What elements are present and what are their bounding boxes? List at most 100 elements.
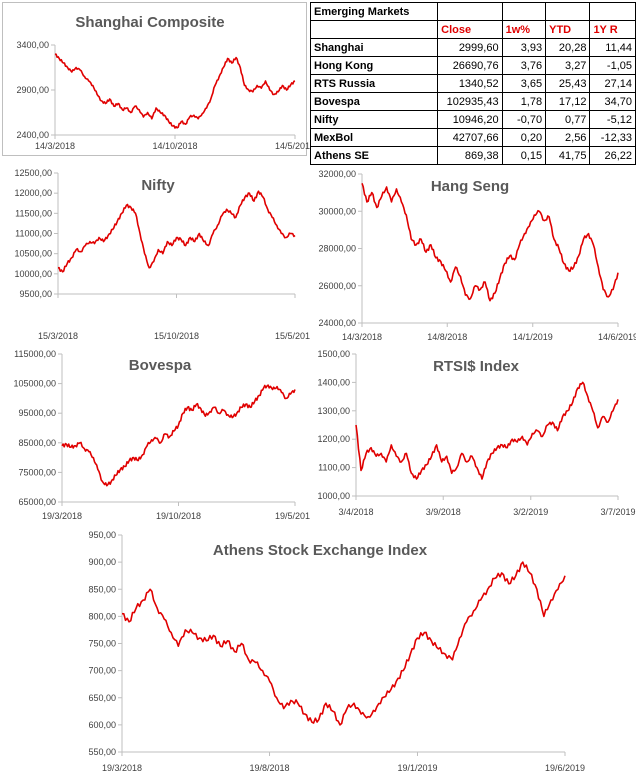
y-tick-label: 800,00 [88, 611, 116, 621]
row-ytd: 2,56 [545, 128, 591, 147]
shanghai-chart: Shanghai Composite3400,002900,002400,001… [16, 14, 310, 151]
y-tick-label: 650,00 [88, 693, 116, 703]
table-row: Hong Kong 26690,76 3,76 3,27 -1,05 [309, 56, 636, 75]
row-name: MexBol [309, 128, 439, 147]
x-tick-label: 14/3/2018 [35, 141, 75, 151]
x-tick-label: 14/3/2018 [342, 332, 382, 342]
x-tick-label: 14/10/2018 [152, 141, 197, 151]
row-close: 102935,43 [437, 92, 503, 111]
y-tick-label: 28000,00 [318, 244, 356, 254]
shanghai-title: Shanghai Composite [75, 14, 224, 31]
shanghai-chart-frame [2, 2, 307, 156]
athens-title: Athens Stock Exchange Index [213, 542, 428, 559]
x-tick-label: 3/2/2019 [513, 507, 548, 517]
x-tick-label: 19/5/2019 [275, 511, 310, 521]
row-1w: 1,78 [501, 92, 547, 111]
table-row: Athens SE 869,38 0,15 41,75 26,22 [309, 146, 636, 165]
y-tick-label: 1500,00 [317, 349, 350, 359]
rtsi-chart: RTSI$ Index 1500,00 1400,00 1300,00 1200,00 1… [317, 349, 635, 517]
table-title-blank [501, 2, 547, 21]
series-line [361, 183, 619, 302]
y-tick-label: 10500,00 [14, 249, 52, 259]
nifty-chart: Nifty 12500,00 12000,00 11500,00 11000,00 105… [14, 168, 310, 341]
x-tick-label: 3/9/2018 [426, 507, 461, 517]
table-row: Nifty 10946,20 -0,70 0,77 -5,12 [309, 110, 636, 129]
table-column-header-row: Close 1w% YTD 1Y R [309, 20, 636, 39]
y-tick-label: 65000,00 [18, 497, 56, 507]
row-1w: 3,93 [501, 38, 547, 57]
row-name: Bovespa [309, 92, 439, 111]
row-close: 2999,60 [437, 38, 503, 57]
series-line [57, 190, 296, 273]
y-tick-label: 24000,00 [318, 318, 356, 328]
row-name: RTS Russia [309, 74, 439, 93]
series-line [355, 381, 619, 480]
x-tick-label: 15/3/2018 [38, 331, 78, 341]
row-ytd: 3,27 [545, 56, 591, 75]
y-tick-label: 115000,00 [14, 349, 56, 359]
x-tick-label: 19/3/2018 [42, 511, 82, 521]
x-tick-label: 19/8/2018 [249, 763, 289, 773]
column-header-1y: 1Y R [589, 20, 636, 39]
y-tick-label: 1400,00 [317, 377, 350, 387]
row-close: 1340,52 [437, 74, 503, 93]
row-1y: -12,33 [589, 128, 636, 147]
bovespa-chart: Bovespa 115000,00 105000,00 95000,00 85000,0… [13, 349, 310, 521]
table-row: Bovespa 102935,43 1,78 17,12 34,70 [309, 92, 636, 111]
y-tick-label: 10000,00 [14, 269, 52, 279]
row-close: 10946,20 [437, 110, 503, 129]
series-line [121, 561, 566, 726]
y-tick-label: 9500,00 [19, 289, 52, 299]
x-tick-label: 3/4/2018 [338, 507, 373, 517]
table-header-row: Emerging Markets [309, 2, 636, 21]
y-tick-label: 900,00 [88, 557, 116, 567]
series-line [54, 53, 296, 129]
row-1w: 3,76 [501, 56, 547, 75]
table-title-blank [589, 2, 636, 21]
table-row: Shanghai 2999,60 3,93 20,28 11,44 [309, 38, 636, 57]
table-title: Emerging Markets [309, 2, 439, 21]
column-header-1w: 1w% [501, 20, 547, 39]
y-tick-label: 95000,00 [18, 408, 56, 418]
y-tick-label: 75000,00 [18, 467, 56, 477]
hangseng-title: Hang Seng [431, 178, 509, 195]
series-line [61, 384, 296, 487]
y-tick-label: 600,00 [88, 720, 116, 730]
y-tick-label: 2400,00 [16, 130, 49, 140]
row-1y: 11,44 [589, 38, 636, 57]
row-ytd: 25,43 [545, 74, 591, 93]
x-tick-label: 15/5/2019 [275, 331, 310, 341]
y-tick-label: 11500,00 [15, 208, 52, 218]
x-tick-label: 14/5/2019 [275, 141, 310, 151]
x-tick-label: 14/6/2019 [598, 332, 636, 342]
rtsi-title: RTSI$ Index [433, 358, 520, 375]
row-1w: 0,15 [501, 146, 547, 165]
x-tick-label: 19/3/2018 [102, 763, 142, 773]
row-ytd: 20,28 [545, 38, 591, 57]
y-tick-label: 1300,00 [317, 406, 350, 416]
table-row: RTS Russia 1340,52 3,65 25,43 27,14 [309, 74, 636, 93]
row-name: Athens SE [309, 146, 439, 165]
y-tick-label: 26000,00 [318, 281, 356, 291]
row-1w: -0,70 [501, 110, 547, 129]
nifty-title: Nifty [141, 177, 175, 194]
row-1w: 3,65 [501, 74, 547, 93]
row-1y: 26,22 [589, 146, 636, 165]
row-ytd: 17,12 [545, 92, 591, 111]
row-close: 26690,76 [437, 56, 503, 75]
row-close: 42707,66 [437, 128, 503, 147]
x-tick-label: 14/8/2018 [427, 332, 467, 342]
hangseng-chart: Hang Seng 32000,00 30000,00 28000,00 26000,0… [318, 169, 636, 342]
bovespa-title: Bovespa [129, 357, 192, 374]
row-name: Nifty [309, 110, 439, 129]
y-tick-label: 105000,00 [13, 379, 56, 389]
x-tick-label: 19/1/2019 [397, 763, 437, 773]
y-tick-label: 11000,00 [15, 229, 52, 239]
y-tick-label: 85000,00 [18, 438, 56, 448]
y-tick-label: 1100,00 [318, 463, 350, 473]
row-1y: -1,05 [589, 56, 636, 75]
y-tick-label: 3400,00 [16, 40, 49, 50]
y-tick-label: 1200,00 [317, 434, 350, 444]
x-tick-label: 19/10/2018 [156, 511, 201, 521]
row-name: Shanghai [309, 38, 439, 57]
